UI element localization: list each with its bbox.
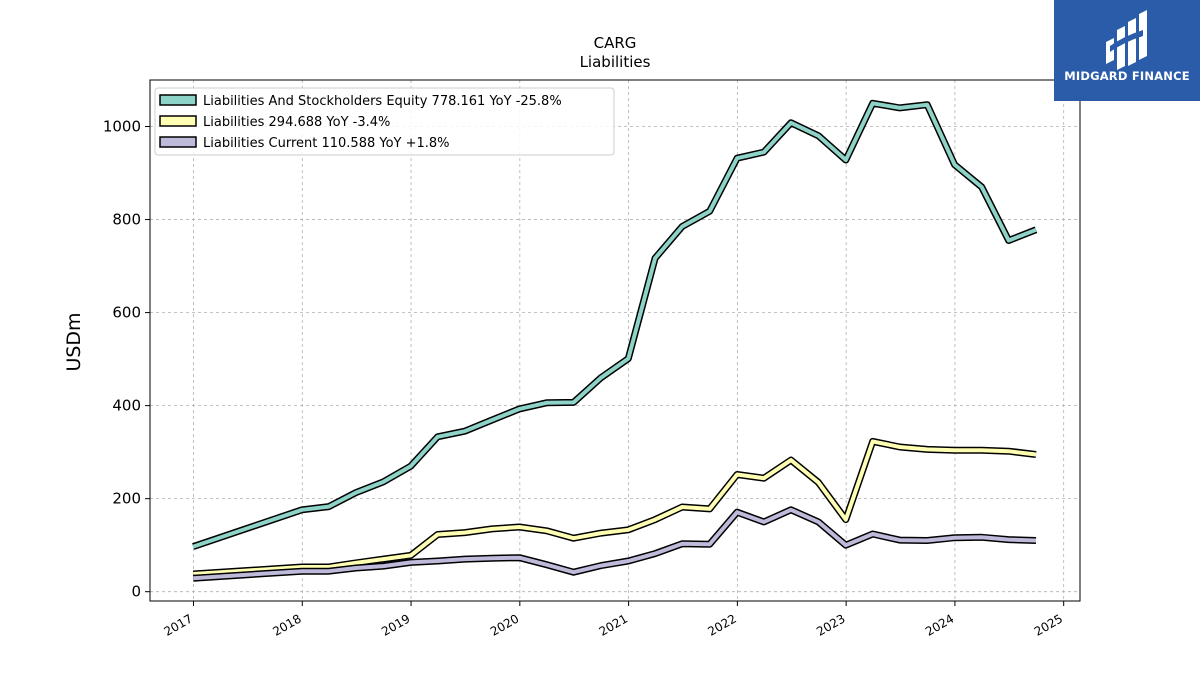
y-axis-label: USDm [63,312,85,371]
series-outline [192,99,1038,550]
y-tick-label: 400 [112,397,141,415]
series-line-1 [192,99,1038,550]
x-tick-label: 2020 [488,611,521,638]
x-tick-label: 2024 [923,611,956,638]
logo-text: MIDGARD FINANCE [1064,69,1190,83]
x-tick-label: 2017 [162,611,195,638]
y-axis: 0 200 400 600 800 1000 [103,118,150,601]
series-line-3 [192,506,1037,582]
y-tick-label: 0 [131,583,141,601]
x-tick-label: 2023 [814,611,847,638]
y-tick-label: 200 [112,490,141,508]
series-stroke [193,439,1037,576]
x-tick-label: 2022 [705,611,738,638]
legend-frame [154,87,615,156]
legend-swatch [159,115,197,127]
x-tick-label: 2019 [379,611,412,638]
y-tick-label: 600 [112,304,141,322]
y-tick-label: 800 [112,211,141,229]
series-outline [192,506,1037,582]
series-lines [192,99,1038,582]
legend-label: Liabilities 294.688 YoY -3.4% [203,115,390,130]
x-axis: 2017 2018 2019 2020 2021 2022 2023 2024 2025 [162,601,1065,639]
y-tick-label: 1000 [103,118,141,136]
series-stroke [193,507,1037,581]
legend-swatch [159,136,197,148]
grid [150,80,1080,601]
legend-swatch [159,94,197,106]
logo: MIDGARD FINANCE [1054,0,1200,101]
chart-title: CARG [594,34,637,52]
x-tick-label: 2018 [270,611,303,638]
legend-label: Liabilities And Stockholders Equity 778.… [203,94,562,109]
legend-item-2: Liabilities 294.688 YoY -3.4% [159,115,390,130]
x-tick-label: 2021 [597,611,630,638]
series-line-2 [192,437,1037,578]
legend: Liabilities And Stockholders Equity 778.… [154,87,615,156]
chart-subtitle: Liabilities [580,53,651,71]
legend-item-3: Liabilities Current 110.588 YoY +1.8% [159,136,450,151]
series-stroke [192,101,1037,549]
x-tick-label: 2025 [1032,611,1065,638]
legend-label: Liabilities Current 110.588 YoY +1.8% [203,136,450,151]
legend-item-1: Liabilities And Stockholders Equity 778.… [159,94,562,109]
plot-frame [149,79,1081,602]
midgard-logo-icon [1106,10,1147,70]
